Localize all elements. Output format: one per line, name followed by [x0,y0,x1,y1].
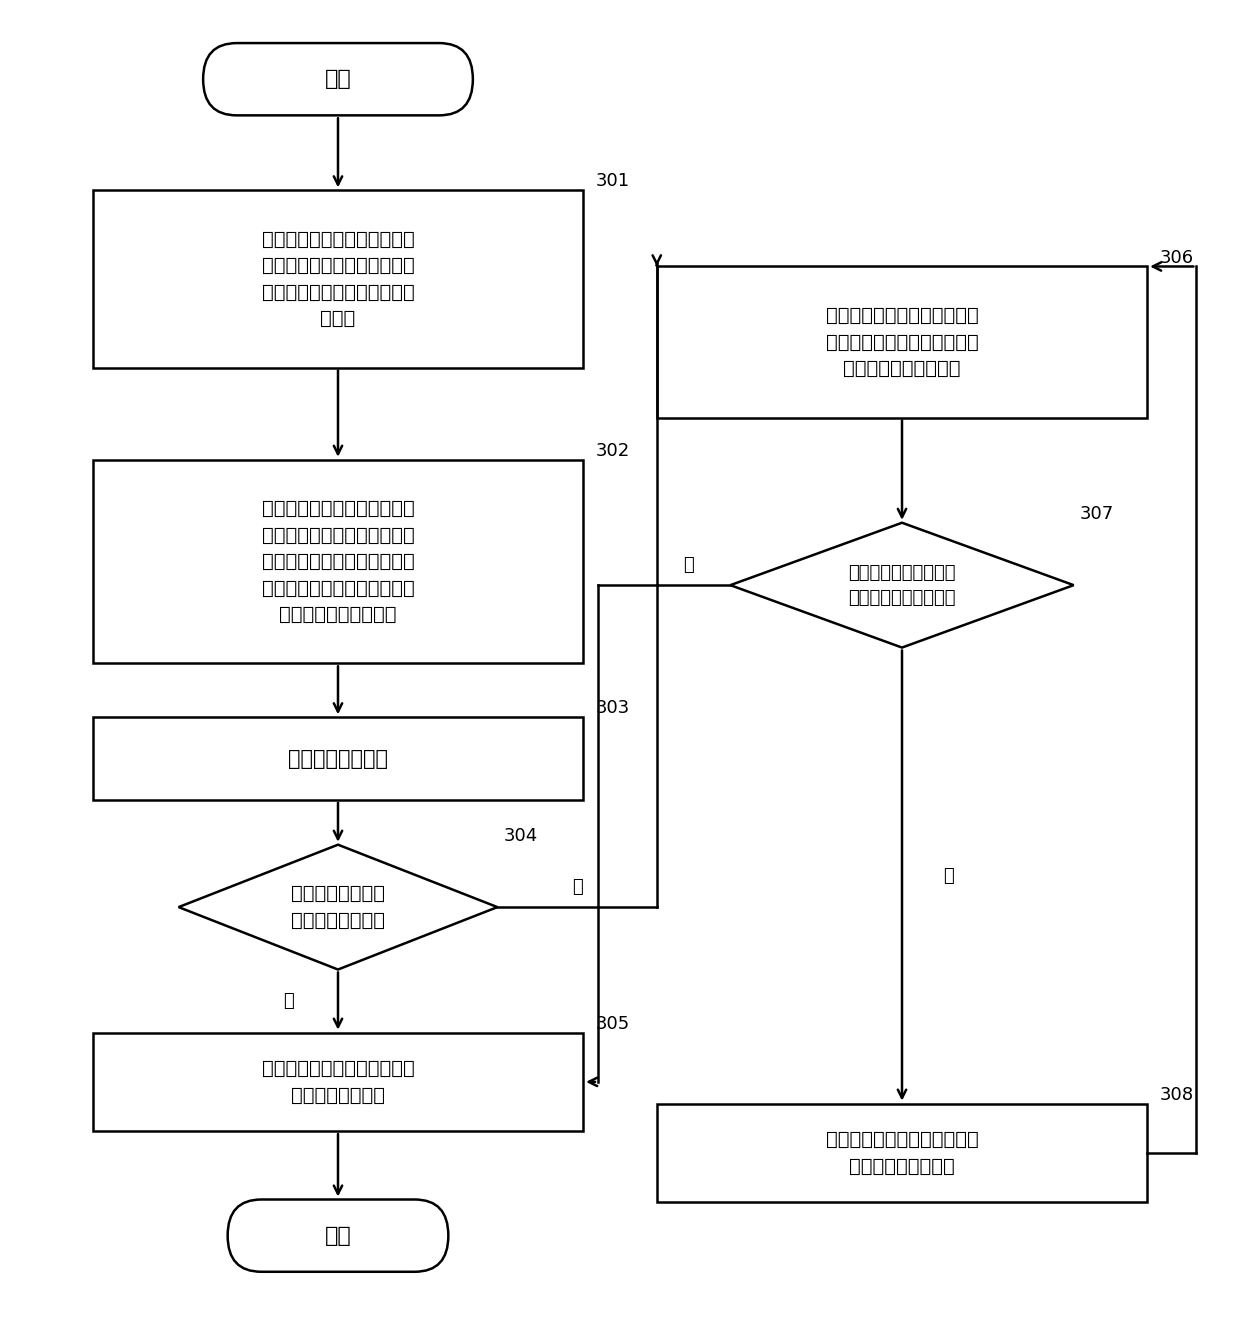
Text: 将预定骨架机理确定为燃烧化
学反应的骨架机理: 将预定骨架机理确定为燃烧化 学反应的骨架机理 [262,1060,414,1105]
Text: 是: 是 [284,992,294,1011]
Bar [93,190,583,368]
Text: 307: 307 [1080,505,1114,523]
Text: 是: 是 [683,556,694,575]
Polygon shape [179,845,497,969]
Text: 否: 否 [944,867,954,884]
Text: 结束: 结束 [325,1226,351,1246]
Bar [657,267,1147,417]
Text: 305: 305 [595,1015,630,1033]
Text: 将基元反应中小分子参与的小
分子基元反应加入多个敏感反
应中形成预定骨架机理: 将基元反应中小分子参与的小 分子基元反应加入多个敏感反 应中形成预定骨架机理 [826,305,978,378]
Text: 308: 308 [1159,1085,1194,1104]
Text: 302: 302 [595,442,630,459]
Text: 开始: 开始 [325,69,351,89]
Text: 301: 301 [595,173,630,190]
Text: 根据详细反应机理中各基元反
应对燃烧特性的影响，确定各
基元反应的敏感系数，将敏感
系数大于预定阈值的大分子基
元反应选择为敏感反应: 根据详细反应机理中各基元反 应对燃烧特性的影响，确定各 基元反应的敏感系数，将敏… [262,499,414,624]
FancyBboxPatch shape [228,1199,449,1272]
Bar [93,459,583,664]
Bar [93,717,583,799]
Bar [657,1104,1147,1202]
Polygon shape [730,523,1074,648]
Text: 303: 303 [595,700,630,717]
Text: 否: 否 [572,878,583,896]
Text: 对预定骨架机理中各敏感反应
的反应系数进行修正: 对预定骨架机理中各敏感反应 的反应系数进行修正 [826,1130,978,1175]
Text: 306: 306 [1159,248,1194,267]
Text: 304: 304 [503,827,538,845]
FancyBboxPatch shape [203,42,472,116]
Text: 判断预定骨架机理
是否符合预定条件: 判断预定骨架机理 是否符合预定条件 [291,884,384,930]
Text: 获取参加燃烧化学反应的有效
燃料成分，并基于有效燃料成
分确定燃烧化学反应的详细反
应机理: 获取参加燃烧化学反应的有效 燃料成分，并基于有效燃料成 分确定燃烧化学反应的详细… [262,230,414,328]
Bar [93,1033,583,1131]
Text: 判断修正后的预定骨架
机理是否符合预定条件: 判断修正后的预定骨架 机理是否符合预定条件 [848,563,956,607]
Text: 生成预定骨架机理: 生成预定骨架机理 [288,749,388,769]
